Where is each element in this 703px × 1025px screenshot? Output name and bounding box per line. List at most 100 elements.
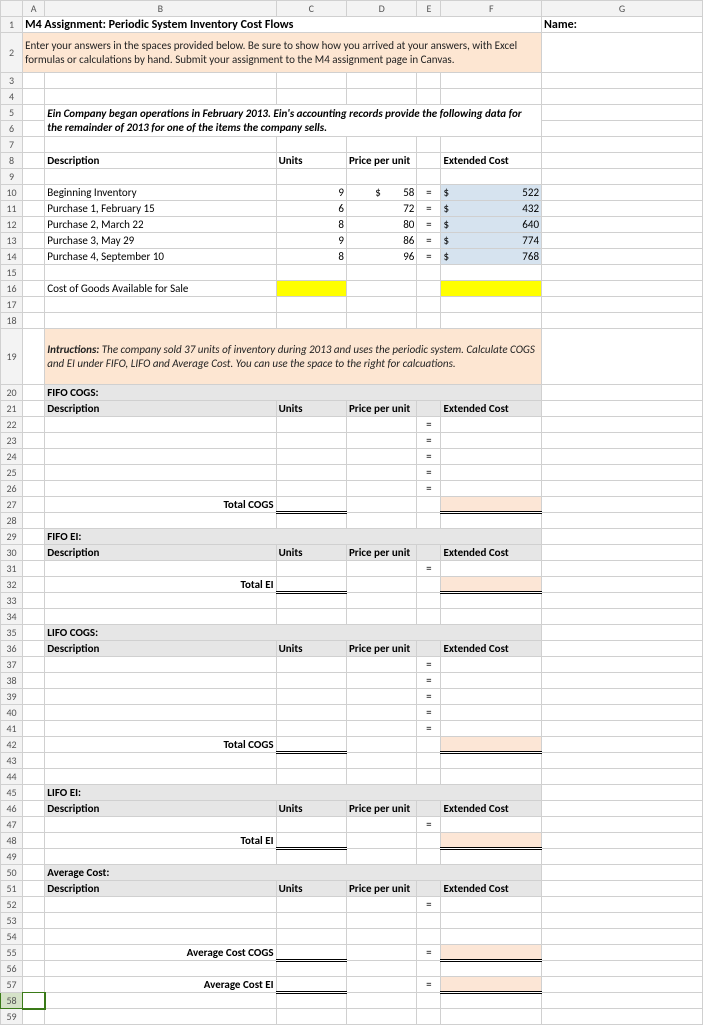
hdr-ext[interactable]: Extended Cost — [441, 545, 542, 561]
row-header[interactable]: 16 — [1, 281, 23, 297]
hdr-ppu[interactable]: Price per unit — [346, 801, 416, 817]
hdr-ext[interactable]: Extended Cost — [441, 801, 542, 817]
row-header[interactable]: 8 — [1, 153, 23, 169]
units-cell[interactable]: 8 — [276, 249, 346, 265]
row-header[interactable]: 19 — [1, 329, 23, 385]
row-header[interactable]: 24 — [1, 449, 23, 465]
row-header[interactable]: 40 — [1, 705, 23, 721]
ext-cell[interactable]: $640 — [441, 217, 542, 233]
hdr-units[interactable]: Units — [276, 401, 346, 417]
total-cell[interactable] — [276, 945, 346, 961]
hdr-desc[interactable]: Description — [45, 401, 276, 417]
row-header[interactable]: 53 — [1, 913, 23, 929]
row-header[interactable]: 12 — [1, 217, 23, 233]
row-header[interactable]: 4 — [1, 89, 23, 105]
ppu-cell[interactable]: 80 — [346, 217, 416, 233]
hdr-units[interactable]: Units — [276, 153, 346, 169]
avg-cogs-label[interactable]: Average Cost COGS — [45, 945, 276, 961]
ext-cell[interactable]: $768 — [441, 249, 542, 265]
row-header[interactable]: 23 — [1, 433, 23, 449]
row-header[interactable]: 1 — [1, 17, 23, 33]
row-header[interactable]: 7 — [1, 137, 23, 153]
eq-cell[interactable]: = — [417, 465, 441, 481]
avg-title[interactable]: Average Cost: — [45, 865, 542, 881]
lifo-ei-total-label[interactable]: Total EI — [45, 833, 276, 849]
row-header[interactable]: 56 — [1, 961, 23, 977]
hdr-ext[interactable]: Extended Cost — [441, 153, 542, 169]
row-header[interactable]: 2 — [1, 33, 23, 73]
cogas-label[interactable]: Cost of Goods Available for Sale — [45, 281, 276, 297]
row-header[interactable]: 35 — [1, 625, 23, 641]
row-header[interactable]: 14 — [1, 249, 23, 265]
units-cell[interactable]: 8 — [276, 217, 346, 233]
row-header[interactable]: 18 — [1, 313, 23, 329]
row-header[interactable]: 42 — [1, 737, 23, 753]
row-header[interactable]: 43 — [1, 753, 23, 769]
eq-cell[interactable]: = — [417, 689, 441, 705]
cell[interactable] — [542, 33, 703, 73]
col-header-f[interactable]: F — [441, 1, 542, 17]
row-header[interactable]: 6 — [1, 121, 23, 137]
row-header[interactable]: 49 — [1, 849, 23, 865]
row-header[interactable]: 51 — [1, 881, 23, 897]
row-header[interactable]: 30 — [1, 545, 23, 561]
total-cell[interactable] — [441, 737, 542, 753]
row-header[interactable]: 22 — [1, 417, 23, 433]
eq-cell[interactable]: = — [417, 705, 441, 721]
row-header[interactable]: 32 — [1, 577, 23, 593]
cogas-units[interactable] — [276, 281, 346, 297]
row-header[interactable]: 26 — [1, 481, 23, 497]
row-header[interactable]: 48 — [1, 833, 23, 849]
row-header[interactable]: 41 — [1, 721, 23, 737]
col-header-b[interactable]: B — [45, 1, 276, 17]
total-cell[interactable] — [441, 577, 542, 593]
row-header[interactable]: 13 — [1, 233, 23, 249]
name-label[interactable]: Name: — [542, 17, 703, 33]
total-cell[interactable] — [276, 577, 346, 593]
eq-cell[interactable]: = — [417, 673, 441, 689]
hdr-ext[interactable]: Extended Cost — [441, 641, 542, 657]
row-header[interactable]: 9 — [1, 169, 23, 185]
eq-cell[interactable]: = — [417, 561, 441, 577]
hdr-units[interactable]: Units — [276, 801, 346, 817]
eq-cell[interactable]: = — [417, 897, 441, 913]
desc-cell[interactable]: Purchase 1, February 15 — [45, 201, 276, 217]
units-cell[interactable]: 9 — [276, 185, 346, 201]
hdr-units[interactable]: Units — [276, 545, 346, 561]
total-cell[interactable] — [276, 833, 346, 849]
row-header[interactable]: 10 — [1, 185, 23, 201]
eq-cell[interactable]: = — [417, 977, 441, 993]
total-cell[interactable] — [441, 977, 542, 993]
total-cell[interactable] — [276, 737, 346, 753]
total-cell[interactable] — [441, 945, 542, 961]
hdr-ppu[interactable]: Price per unit — [346, 545, 416, 561]
row-header[interactable]: 17 — [1, 297, 23, 313]
eq-cell[interactable]: = — [417, 249, 441, 265]
ppu-cell[interactable]: 86 — [346, 233, 416, 249]
row-header[interactable]: 15 — [1, 265, 23, 281]
row-header[interactable]: 46 — [1, 801, 23, 817]
row-header[interactable]: 45 — [1, 785, 23, 801]
col-header-g[interactable]: G — [542, 1, 703, 17]
ppu-cell[interactable]: $ 58 — [346, 185, 416, 201]
total-cell[interactable] — [441, 833, 542, 849]
row-header[interactable]: 5 — [1, 105, 23, 121]
lifo-cogs-total-label[interactable]: Total COGS — [45, 737, 276, 753]
page-title[interactable]: M4 Assignment: Periodic System Inventory… — [23, 17, 542, 33]
corner-cell[interactable] — [1, 1, 23, 17]
desc-cell[interactable]: Purchase 3, May 29 — [45, 233, 276, 249]
row-header[interactable]: 31 — [1, 561, 23, 577]
row-header[interactable]: 47 — [1, 817, 23, 833]
row-header[interactable]: 29 — [1, 529, 23, 545]
hdr-ppu[interactable]: Price per unit — [346, 401, 416, 417]
row-header[interactable]: 28 — [1, 513, 23, 529]
eq-cell[interactable]: = — [417, 217, 441, 233]
row-header[interactable]: 21 — [1, 401, 23, 417]
hdr-desc[interactable]: Description — [45, 641, 276, 657]
fifo-cogs-title[interactable]: FIFO COGS: — [45, 385, 542, 401]
row-header[interactable]: 54 — [1, 929, 23, 945]
col-header-d[interactable]: D — [346, 1, 416, 17]
hdr-ppu[interactable]: Price per unit — [346, 881, 416, 897]
eq-cell[interactable]: = — [417, 201, 441, 217]
row-header[interactable]: 52 — [1, 897, 23, 913]
